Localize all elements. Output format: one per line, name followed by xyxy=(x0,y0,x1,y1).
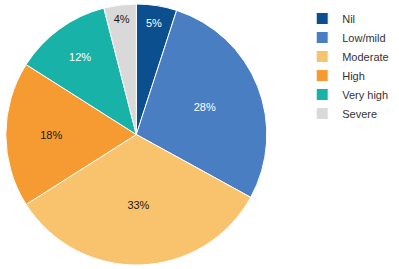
svg-text:4%: 4% xyxy=(114,13,130,25)
svg-text:18%: 18% xyxy=(40,129,62,141)
svg-text:Low/mild: Low/mild xyxy=(342,32,385,44)
svg-text:28%: 28% xyxy=(194,101,216,113)
svg-text:Severe: Severe xyxy=(342,108,377,120)
svg-text:5%: 5% xyxy=(146,17,162,29)
svg-text:High: High xyxy=(342,70,365,82)
svg-text:33%: 33% xyxy=(127,199,149,211)
svg-text:Very high: Very high xyxy=(342,89,388,101)
svg-text:Moderate: Moderate xyxy=(342,51,388,63)
svg-text:Nil: Nil xyxy=(342,13,355,25)
svg-text:12%: 12% xyxy=(69,51,91,63)
